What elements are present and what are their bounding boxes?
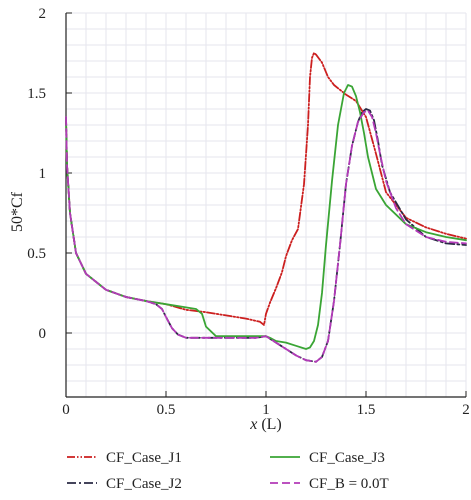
x-tick-label: 1.5 bbox=[357, 402, 376, 418]
series-group bbox=[65, 52, 467, 363]
legend-label: CF_B = 0.0T bbox=[309, 476, 389, 492]
x-axis-title-unit: (L) bbox=[261, 416, 281, 433]
x-axis-title-variable: x bbox=[249, 416, 257, 433]
series-line-4 bbox=[65, 109, 467, 363]
x-tick-label: 0 bbox=[62, 402, 70, 418]
legend-label: CF_Case_J2 bbox=[106, 476, 182, 492]
legend: CF_Case_J1 CF_Case_J3 CF_Case_J2 CF_B = 0.0… bbox=[67, 450, 389, 492]
y-tick-label: 0.5 bbox=[27, 246, 46, 262]
y-tick-label: 0 bbox=[39, 326, 47, 342]
grid bbox=[65, 12, 467, 398]
legend-label: CF_Case_J3 bbox=[309, 450, 385, 466]
x-axis-title: x (L) bbox=[249, 416, 282, 433]
y-tick-label: 1.5 bbox=[27, 86, 46, 102]
x-tick-label: 0.5 bbox=[157, 402, 176, 418]
y-axis-title: 50*Cf bbox=[9, 191, 26, 232]
x-tick-label: 2 bbox=[462, 402, 470, 418]
legend-label: CF_Case_J1 bbox=[106, 450, 182, 466]
axes bbox=[65, 12, 467, 398]
x-tick-label: 1 bbox=[262, 402, 270, 418]
tick-labels: 0 0.5 1 1.5 2 0 0.5 1 1.5 2 bbox=[27, 6, 470, 418]
y-tick-label: 1 bbox=[39, 166, 47, 182]
y-tick-label: 2 bbox=[39, 6, 47, 22]
